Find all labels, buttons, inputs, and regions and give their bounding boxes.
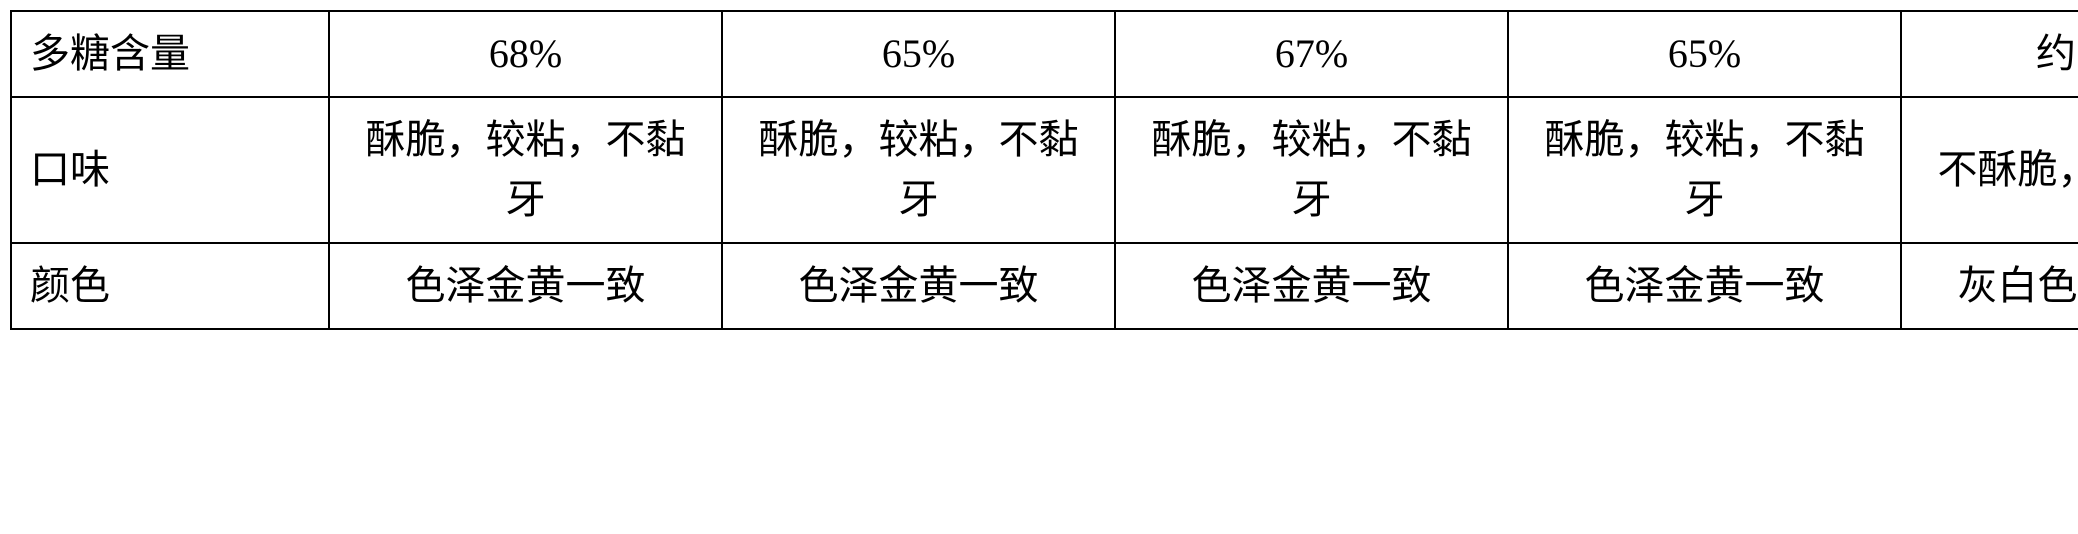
cell: 色泽金黄一致	[1115, 243, 1508, 329]
cell: 65%	[722, 11, 1115, 97]
cell: 酥脆，较粘，不黏牙	[1508, 97, 1901, 243]
row-label: 颜色	[11, 243, 329, 329]
cell: 灰白色至灰绿色	[1901, 243, 2078, 329]
cell: 色泽金黄一致	[722, 243, 1115, 329]
cell: 68%	[329, 11, 722, 97]
row-label: 多糖含量	[11, 11, 329, 97]
row-label: 口味	[11, 97, 329, 243]
data-table: 多糖含量 68% 65% 67% 65% 约 30% 口味 酥脆，较粘，不黏牙 …	[10, 10, 2078, 330]
table-row: 多糖含量 68% 65% 67% 65% 约 30%	[11, 11, 2078, 97]
cell: 酥脆，较粘，不黏牙	[1115, 97, 1508, 243]
cell: 酥脆，较粘，不黏牙	[722, 97, 1115, 243]
table-row: 口味 酥脆，较粘，不黏牙 酥脆，较粘，不黏牙 酥脆，较粘，不黏牙 酥脆，较粘，不…	[11, 97, 2078, 243]
cell: 约 30%	[1901, 11, 2078, 97]
cell: 色泽金黄一致	[1508, 243, 1901, 329]
table-row: 颜色 色泽金黄一致 色泽金黄一致 色泽金黄一致 色泽金黄一致 灰白色至灰绿色	[11, 243, 2078, 329]
cell: 67%	[1115, 11, 1508, 97]
cell: 不酥脆，粘，黏牙	[1901, 97, 2078, 243]
cell: 65%	[1508, 11, 1901, 97]
cell: 酥脆，较粘，不黏牙	[329, 97, 722, 243]
cell: 色泽金黄一致	[329, 243, 722, 329]
